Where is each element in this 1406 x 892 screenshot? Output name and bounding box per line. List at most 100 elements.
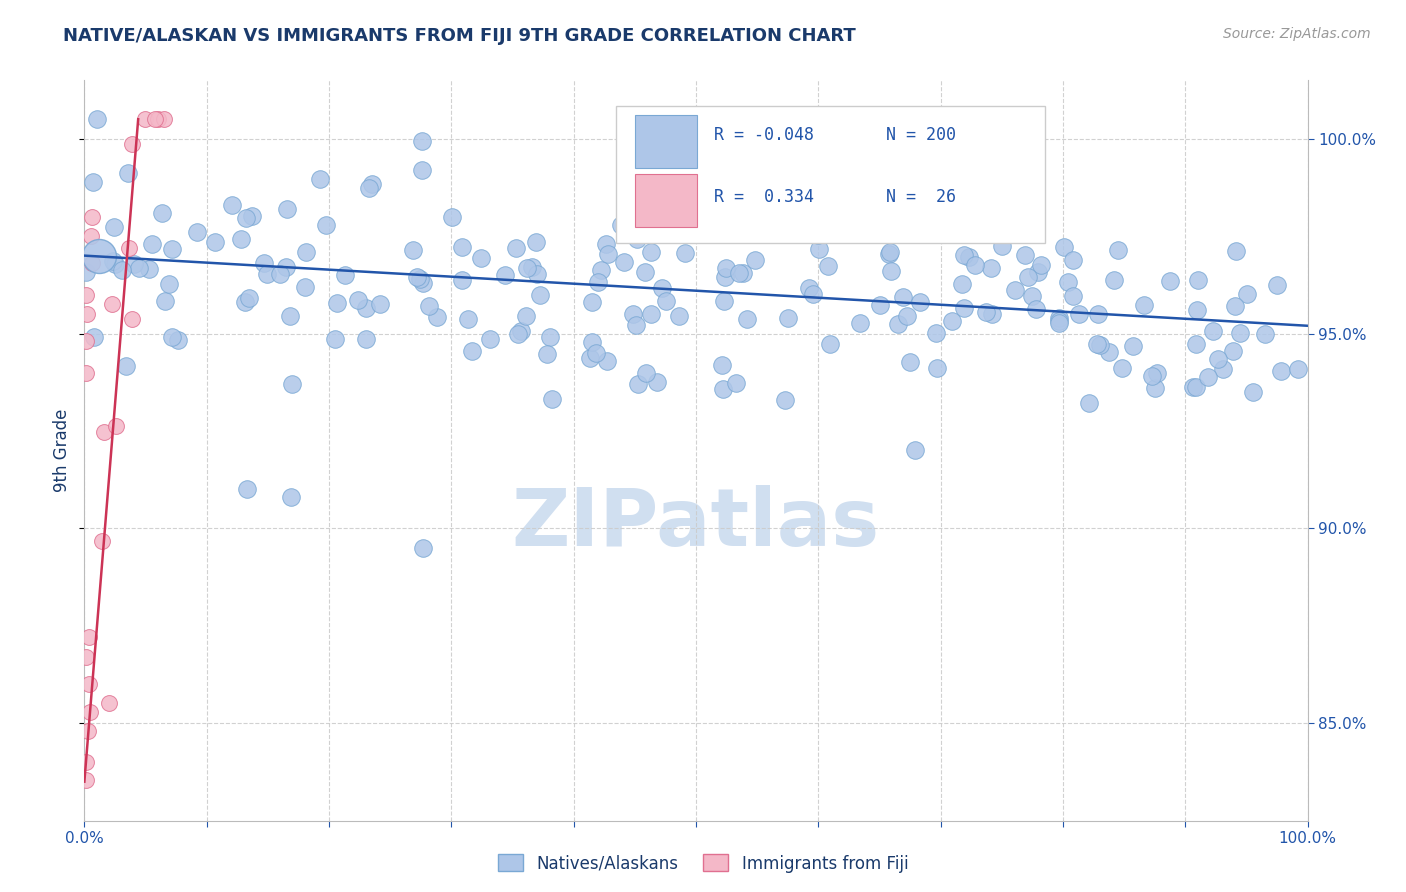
Point xyxy=(640,307,662,321)
Point xyxy=(409,272,432,286)
Point xyxy=(877,247,900,261)
Text: Source: ZipAtlas.com: Source: ZipAtlas.com xyxy=(1223,27,1371,41)
Point xyxy=(1197,370,1219,384)
Point xyxy=(278,309,301,323)
Point xyxy=(668,309,690,323)
Point xyxy=(295,245,318,260)
Point xyxy=(75,366,97,380)
Point xyxy=(368,296,391,310)
Point xyxy=(657,224,679,238)
Point xyxy=(204,235,226,249)
Point xyxy=(1222,344,1244,359)
Point xyxy=(1212,361,1234,376)
Point xyxy=(294,279,316,293)
Point xyxy=(122,257,145,271)
FancyBboxPatch shape xyxy=(636,115,697,168)
Point xyxy=(82,256,104,270)
Point xyxy=(735,312,758,326)
Point xyxy=(869,298,891,312)
Point xyxy=(1288,362,1310,376)
Point xyxy=(950,277,973,291)
Point xyxy=(626,232,648,246)
Point xyxy=(1062,253,1084,268)
Point xyxy=(75,287,97,301)
Point xyxy=(744,253,766,268)
Point xyxy=(1140,368,1163,383)
Point xyxy=(1056,276,1078,290)
Point xyxy=(713,270,735,285)
Point xyxy=(1077,395,1099,409)
Point xyxy=(991,239,1014,253)
Point xyxy=(1159,274,1181,288)
Point xyxy=(541,392,564,406)
Point xyxy=(76,307,98,321)
Point xyxy=(101,297,124,311)
Point xyxy=(716,215,738,229)
Point xyxy=(235,211,257,225)
Text: N = 200: N = 200 xyxy=(886,126,956,145)
Point xyxy=(688,183,710,197)
Point xyxy=(1062,288,1084,302)
Y-axis label: 9th Grade: 9th Grade xyxy=(53,409,72,492)
Point xyxy=(773,392,796,407)
Point xyxy=(1111,360,1133,375)
Point xyxy=(1107,243,1129,257)
Point xyxy=(461,343,484,358)
Point xyxy=(238,291,260,305)
Point xyxy=(710,358,733,372)
Point xyxy=(77,631,100,645)
Point xyxy=(896,309,918,323)
Point xyxy=(724,376,747,390)
Point xyxy=(325,295,347,310)
Point xyxy=(908,294,931,309)
Point xyxy=(110,263,132,277)
Point xyxy=(581,295,603,310)
Point xyxy=(121,312,143,326)
Point xyxy=(879,264,901,278)
Point xyxy=(634,265,657,279)
Point xyxy=(470,252,492,266)
Point xyxy=(817,259,839,273)
Point xyxy=(1122,338,1144,352)
Point xyxy=(76,724,98,739)
Point xyxy=(1185,336,1208,351)
Point xyxy=(411,163,433,178)
FancyBboxPatch shape xyxy=(616,106,1045,244)
Text: ZIPatlas: ZIPatlas xyxy=(512,485,880,564)
Point xyxy=(818,337,841,351)
Point xyxy=(1090,338,1112,352)
Point xyxy=(276,202,298,217)
Point xyxy=(538,329,561,343)
Point xyxy=(887,317,910,331)
Point xyxy=(655,293,678,308)
Point xyxy=(1021,288,1043,302)
Point xyxy=(240,209,263,223)
Point xyxy=(974,305,997,319)
Point xyxy=(1017,270,1039,285)
Text: N =  26: N = 26 xyxy=(886,187,956,206)
Point xyxy=(405,270,427,285)
Point xyxy=(904,443,927,458)
Point xyxy=(157,277,180,292)
Point xyxy=(596,247,619,261)
Point xyxy=(335,268,357,283)
Point xyxy=(83,329,105,343)
Point xyxy=(402,244,425,258)
Point xyxy=(253,256,276,270)
Point xyxy=(578,351,600,365)
Point xyxy=(510,324,533,338)
Point xyxy=(75,772,97,787)
Point xyxy=(621,307,644,321)
Point xyxy=(75,334,97,349)
Point xyxy=(980,307,1002,321)
Point xyxy=(323,332,346,346)
Point xyxy=(426,310,449,325)
Point xyxy=(1047,314,1070,328)
Point xyxy=(1025,302,1047,317)
Point xyxy=(82,175,104,189)
Point xyxy=(143,112,166,127)
Point xyxy=(1185,380,1208,394)
Point xyxy=(849,316,872,330)
Point xyxy=(308,171,330,186)
Point xyxy=(980,260,1002,275)
